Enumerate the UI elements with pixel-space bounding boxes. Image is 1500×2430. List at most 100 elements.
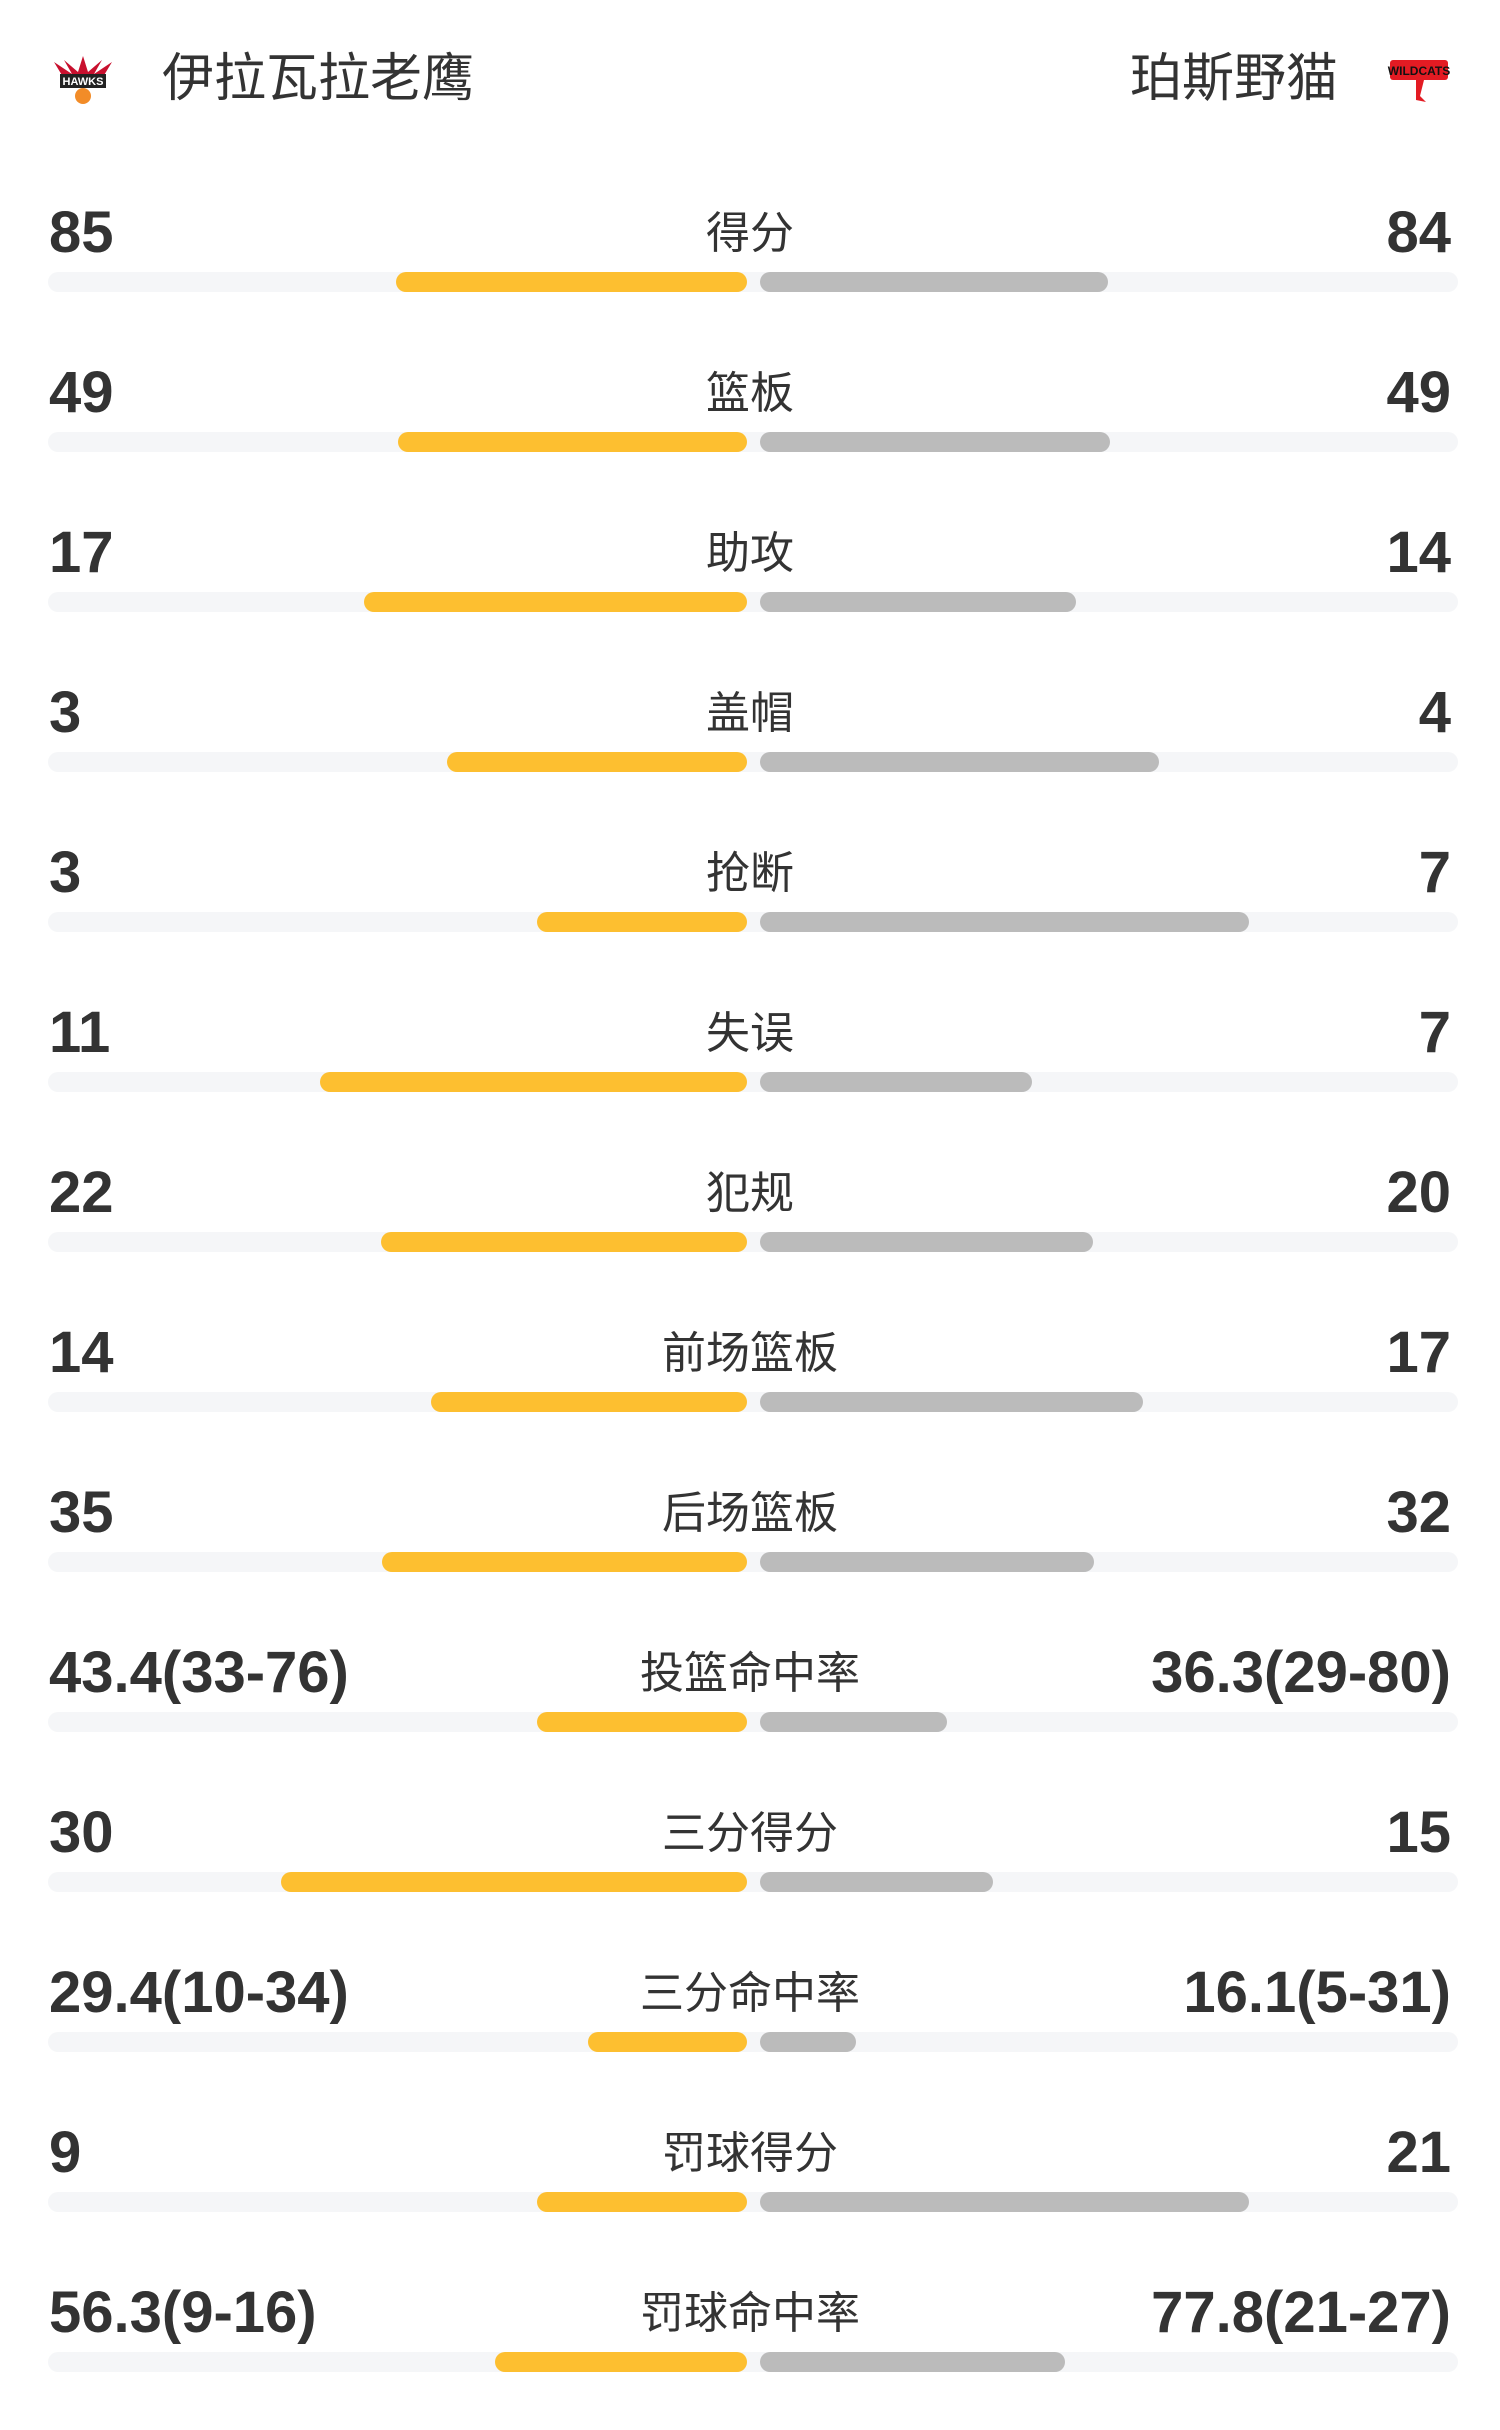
away-value: 20 [1386,1160,1451,1225]
stat-label: 罚球得分 [662,2128,838,2179]
stat-track [48,752,1458,772]
stat-label: 抢断 [706,848,794,899]
away-bar [760,272,1109,292]
home-value: 11 [49,1000,111,1065]
stat-row: 85 得分 84 [0,190,1500,350]
stat-label: 后场篮板 [662,1488,838,1539]
home-bar [380,1232,747,1252]
home-value: 3 [49,840,82,905]
stat-track [48,272,1458,292]
away-bar [760,1232,1093,1252]
away-value: 7 [1418,840,1451,905]
home-bar [537,912,747,932]
stat-row: 9 罚球得分 21 [0,2110,1500,2270]
away-bar [760,912,1250,932]
home-bar [319,1072,747,1092]
away-bar [760,2352,1065,2372]
home-value: 22 [49,1160,114,1225]
stat-row: 43.4(33-76) 投篮命中率 36.3(29-80) [0,1630,1500,1790]
stat-row: 3 盖帽 4 [0,670,1500,830]
home-value: 30 [49,1800,114,1865]
home-team-name: 伊拉瓦拉老鹰 [162,49,475,109]
away-bar [760,1072,1032,1092]
home-bar [397,432,747,452]
svg-text:WILDCATS: WILDCATS [1388,64,1450,78]
home-value: 35 [49,1480,114,1545]
match-header: HAWKS 伊拉瓦拉老鹰 珀斯野猫 WILDCATS [0,0,1500,160]
away-value: 49 [1386,360,1451,425]
stat-label: 得分 [706,208,794,259]
home-bar [396,272,747,292]
svg-text:HAWKS: HAWKS [63,76,104,88]
stat-track [48,1392,1458,1412]
home-value: 9 [49,2120,82,2185]
stat-label: 三分命中率 [640,1968,860,2019]
stat-track [48,1552,1458,1572]
stat-track [48,432,1458,452]
stat-label: 三分得分 [662,1808,838,1859]
away-value: 84 [1386,200,1451,265]
stat-label: 犯规 [706,1168,794,1219]
away-bar [760,2192,1250,2212]
away-value: 7 [1418,1000,1451,1065]
away-value: 4 [1418,680,1451,745]
away-value: 15 [1386,1800,1451,1865]
stat-track [48,2032,1458,2052]
stat-row: 56.3(9-16) 罚球命中率 77.8(21-27) [0,2270,1500,2430]
stat-label: 助攻 [706,528,794,579]
away-value: 17 [1386,1320,1451,1385]
home-value: 49 [49,360,114,425]
home-value: 14 [49,1320,114,1385]
away-bar [760,1552,1095,1572]
home-bar [363,592,747,612]
stat-track [48,1232,1458,1252]
stat-track [48,1712,1458,1732]
stat-row: 29.4(10-34) 三分命中率 16.1(5-31) [0,1950,1500,2110]
hawks-logo: HAWKS [54,56,112,104]
stat-row: 30 三分得分 15 [0,1790,1500,1950]
stat-track [48,2352,1458,2372]
away-bar [760,1392,1144,1412]
stat-row: 11 失误 7 [0,990,1500,1150]
home-value: 17 [49,520,114,585]
home-bar [382,1552,747,1572]
stat-row: 14 前场篮板 17 [0,1310,1500,1470]
stat-label: 失误 [706,1008,794,1059]
stat-row: 22 犯规 20 [0,1150,1500,1310]
home-bar [431,1392,747,1412]
stat-track [48,1072,1458,1092]
stat-row: 3 抢断 7 [0,830,1500,990]
home-bar [537,2192,747,2212]
home-value: 29.4(10-34) [49,1960,349,2025]
home-bar [588,2032,747,2052]
away-team-name: 珀斯野猫 [1129,49,1338,109]
stat-label: 投篮命中率 [640,1648,860,1699]
stat-label: 盖帽 [706,688,794,739]
away-bar [760,752,1160,772]
home-value: 43.4(33-76) [49,1640,349,1705]
stat-row: 49 篮板 49 [0,350,1500,510]
away-value: 14 [1386,520,1451,585]
stat-row: 35 后场篮板 32 [0,1470,1500,1630]
away-bar [760,432,1110,452]
home-value: 85 [49,200,114,265]
home-value: 56.3(9-16) [49,2280,317,2345]
away-value: 21 [1386,2120,1451,2185]
stat-label: 罚球命中率 [640,2288,860,2339]
away-value: 36.3(29-80) [1151,1640,1451,1705]
away-bar [760,1872,993,1892]
away-bar [760,2032,856,2052]
away-bar [760,592,1076,612]
stat-row: 17 助攻 14 [0,510,1500,670]
stat-label: 前场篮板 [662,1328,838,1379]
home-value: 3 [49,680,82,745]
stat-track [48,592,1458,612]
home-bar [495,2352,747,2372]
home-bar [537,1712,747,1732]
away-value: 32 [1386,1480,1451,1545]
home-bar [447,752,747,772]
home-bar [280,1872,747,1892]
stat-track [48,1872,1458,1892]
wildcats-logo: WILDCATS [1388,60,1450,102]
away-value: 77.8(21-27) [1151,2280,1451,2345]
